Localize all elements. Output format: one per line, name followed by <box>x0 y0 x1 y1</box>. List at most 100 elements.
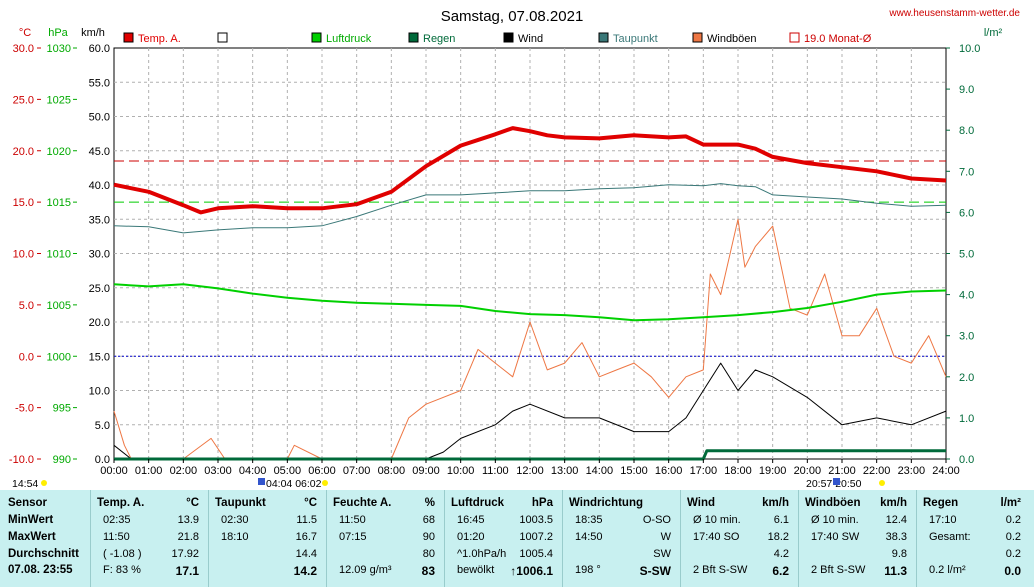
cell-value: 11.5 <box>296 514 317 526</box>
legend-swatch <box>123 32 134 43</box>
pressure-tick-label: 990 <box>53 454 71 466</box>
sensor-header: Sensor <box>8 497 47 509</box>
cell-value: 0.0 <box>1004 564 1021 578</box>
temp-tick-label: -10.0 <box>9 454 34 466</box>
x-tick-label: 12:00 <box>516 465 544 477</box>
cell-label: 0.2 l/m² <box>929 564 966 576</box>
column-unit: % <box>424 497 435 509</box>
temp-tick-label: 25.0 <box>13 94 34 106</box>
x-tick-label: 24:00 <box>932 465 960 477</box>
temp-tick-label: 15.0 <box>13 197 34 209</box>
stats-column: Wind km/h Ø 10 min. 6.1 17:40 SO 18.2 4.2 2 Bft… <box>680 490 799 587</box>
sunset-icon <box>833 478 840 485</box>
cell-value: 80 <box>422 548 435 560</box>
rain-tick-label: 6.0 <box>959 207 974 219</box>
cell-label: 18:10 <box>221 531 249 543</box>
column-unit: °C <box>304 497 317 509</box>
cell-value: 11.3 <box>884 564 907 578</box>
pressure-tick-label: 1010 <box>47 249 71 261</box>
rain-tick-label: 9.0 <box>959 84 974 96</box>
stats-column: Taupunkt °C 02:30 11.5 18:10 16.7 14.4 14.2 <box>208 490 327 587</box>
x-tick-label: 19:00 <box>759 465 787 477</box>
x-tick-label: 15:00 <box>620 465 648 477</box>
wind-tick-label: 15.0 <box>89 351 110 363</box>
column-header: Regen <box>923 497 959 509</box>
sun-dot <box>322 480 328 486</box>
legend-label: Taupunkt <box>613 33 658 45</box>
wind-tick-label: 40.0 <box>89 180 110 192</box>
stats-table: Sensor MinWert MaxWert Durchschnitt 07.0… <box>0 490 1034 587</box>
row-label-min: MinWert <box>8 514 54 526</box>
cell-value: 13.9 <box>177 514 199 526</box>
row-label-max: MaxWert <box>8 531 56 543</box>
cell-label: 17:40 SO <box>693 531 740 543</box>
cell-label: Ø 10 min. <box>693 514 741 526</box>
cell-label: 11:50 <box>103 531 130 543</box>
cell-value: 1003.5 <box>519 514 553 526</box>
rain-tick-label: 10.0 <box>959 43 980 55</box>
column-header: Feuchte A. <box>333 497 392 509</box>
column-unit: °C <box>186 497 199 509</box>
rain-tick-label: 2.0 <box>959 372 974 384</box>
x-tick-label: 07:00 <box>343 465 371 477</box>
x-tick-label: 00:00 <box>100 465 128 477</box>
cell-label: 01:20 <box>457 531 485 543</box>
legend-label: Luftdruck <box>326 33 372 45</box>
cell-value: 0.2 <box>1005 531 1021 543</box>
column-header: Wind <box>687 497 715 509</box>
cell-value: 17.92 <box>171 548 199 560</box>
cell-label: 07:15 <box>339 531 367 543</box>
series-luftdruck <box>113 283 947 322</box>
cell-value: 21.8 <box>177 531 199 543</box>
rain-tick-label: 7.0 <box>959 166 974 178</box>
wind-tick-label: 10.0 <box>89 386 110 398</box>
legend-swatch <box>692 32 703 43</box>
wind-tick-label: 60.0 <box>89 43 110 55</box>
pressure-tick-label: 1020 <box>47 146 71 158</box>
unit-pressure: hPa <box>48 27 68 39</box>
stats-column: Windrichtung 18:35 O-SO 14:50 W SW 198 ° S-SW <box>562 490 681 587</box>
stats-column: Temp. A. °C 02:35 13.9 11:50 21.8 ( -1.08 ) 17.… <box>90 490 209 587</box>
cell-label: 17:10 <box>929 514 957 526</box>
row-label-avg: Durchschnitt <box>8 548 79 560</box>
cell-value: 12.4 <box>885 514 907 526</box>
temp-tick-label: 0.0 <box>19 351 34 363</box>
column-unit: hPa <box>531 497 553 509</box>
cell-value: 17.1 <box>175 564 199 578</box>
cell-label: 02:35 <box>103 514 131 526</box>
column-header: Luftdruck <box>451 497 505 509</box>
cell-value: 68 <box>422 514 435 526</box>
stats-column: Luftdruck hPa 16:45 1003.5 01:20 1007.2 ^1.0hP… <box>444 490 563 587</box>
legend-swatch <box>408 32 419 43</box>
cell-label: F: 83 % <box>103 564 141 576</box>
cell-label: 11:50 <box>339 514 366 526</box>
stats-column: Windböen km/h Ø 10 min. 12.4 17:40 SW 38.3 9.8… <box>798 490 917 587</box>
legend-label: Windböen <box>707 33 757 45</box>
cell-value: 18.2 <box>767 531 789 543</box>
cell-value: 14.4 <box>295 548 317 560</box>
wind-tick-label: 55.0 <box>89 77 110 89</box>
wind-tick-label: 20.0 <box>89 317 110 329</box>
sun-dot <box>879 480 885 486</box>
pressure-tick-label: 995 <box>53 403 71 415</box>
cell-value: S-SW <box>639 564 671 578</box>
wind-tick-label: 50.0 <box>89 112 110 124</box>
cell-label: 198 ° <box>575 564 601 576</box>
cell-value: W <box>660 531 671 543</box>
series-taupunkt <box>113 183 947 234</box>
x-tick-label: 09:00 <box>412 465 440 477</box>
weather-chart: 30.0 25.0 20.0 15.0 10.0 5.0 0.0 -5.0 -10.0 1030 1… <box>9 8 1021 490</box>
cell-value: 4.2 <box>773 548 789 560</box>
unit-wind: km/h <box>81 27 105 39</box>
legend-label: 19.0 Monat-Ø <box>804 33 872 45</box>
pressure-tick-label: 1025 <box>47 94 71 106</box>
cell-label: bewölkt <box>457 564 495 576</box>
column-header: Windrichtung <box>569 497 643 509</box>
sunrise-icon <box>258 478 265 485</box>
row-label-current: 07.08. 23:55 <box>8 564 73 576</box>
legend-swatch <box>217 32 228 43</box>
x-tick-label: 02:00 <box>170 465 198 477</box>
x-tick-label: 04:00 <box>239 465 267 477</box>
cell-label: 2 Bft S-SW <box>811 564 866 576</box>
